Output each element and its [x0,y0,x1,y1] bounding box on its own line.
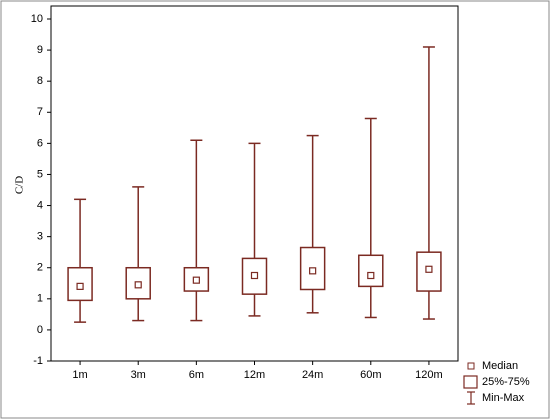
y-tick-label: -1 [33,355,43,367]
median [367,271,375,280]
box [358,254,384,288]
y-tick-label: 0 [37,324,43,336]
y-tick-label: 9 [37,44,43,56]
y-tick-label: 3 [37,231,43,243]
x-tick-label: 6m [189,369,204,381]
y-tick-label: 4 [37,199,43,211]
y-tick-label: 10 [31,13,43,25]
y-tick-label: 5 [37,168,43,180]
legend-median-icon [467,362,475,370]
y-tick-label: 1 [37,293,43,305]
median [250,271,259,280]
x-tick-label: 120m [415,369,443,381]
box [241,257,268,295]
legend-label: Median [482,360,518,372]
y-tick-label: 2 [37,262,43,274]
median [192,276,200,284]
median [134,281,142,289]
median [309,267,317,275]
y-tick-label: 7 [37,106,43,118]
y-tick-label: 8 [37,75,43,87]
y-axis-label: C/D [14,176,26,194]
x-tick-label: 1m [72,369,87,381]
x-tick-label: 3m [131,369,146,381]
legend-label: 25%-75% [482,376,530,388]
x-tick-label: 24m [302,369,323,381]
x-tick-label: 60m [360,369,381,381]
median [425,265,433,273]
legend-box-icon [463,375,478,389]
x-tick-label: 12m [244,369,265,381]
y-tick-label: 6 [37,137,43,149]
median [76,282,84,290]
legend-label: Min-Max [482,392,525,404]
